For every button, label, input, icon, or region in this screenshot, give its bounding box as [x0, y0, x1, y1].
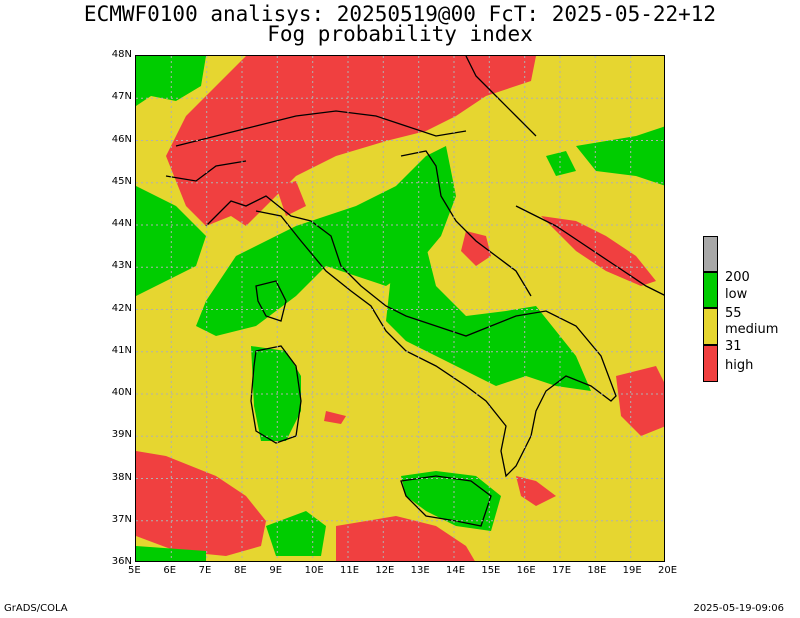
lon-tick-label: 15E: [481, 565, 501, 576]
legend-medium-swatch: [703, 308, 718, 345]
lat-tick-label: 42N: [111, 302, 132, 314]
lon-tick-label: 20E: [658, 565, 678, 576]
lat-tick-label: 48N: [111, 49, 132, 60]
lon-tick-label: 7E: [198, 565, 212, 576]
lat-tick-label: 40N: [111, 387, 132, 398]
lon-tick-label: 5E: [128, 565, 141, 576]
map-title: ECMWF0100 analisys: 20250519@00 FcT: 202…: [83, 2, 717, 26]
lon-tick-label: 16E: [516, 565, 536, 576]
lat-tick-label: 43N: [111, 260, 132, 272]
map-canvas: [136, 56, 664, 561]
lon-tick-label: 12E: [375, 565, 395, 576]
legend-value-55: 55: [725, 306, 742, 321]
lat-tick-label: 47N: [111, 91, 132, 103]
legend-low-swatch: [703, 272, 718, 308]
graticule: [136, 56, 664, 561]
legend-label-medium: medium: [725, 322, 779, 337]
lon-tick-label: 17E: [552, 565, 572, 576]
footer-credit: GrADS/COLA: [4, 603, 68, 614]
lat-tick-label: 36N: [111, 556, 132, 567]
lon-tick-label: 8E: [234, 565, 247, 576]
lon-tick-label: 13E: [410, 565, 430, 576]
legend-high-swatch: [703, 345, 718, 382]
lat-tick-label: 39N: [111, 429, 132, 441]
lon-tick-label: 10E: [304, 565, 324, 576]
lat-tick-label: 45N: [111, 175, 132, 187]
lon-tick-label: 19E: [622, 565, 642, 576]
map-subtitle: Fog probability index: [267, 22, 533, 46]
lon-tick-label: 14E: [446, 565, 466, 576]
legend-value-31: 31: [725, 339, 742, 354]
lat-tick-label: 37N: [111, 513, 132, 525]
legend-label-high: high: [725, 358, 754, 373]
legend-label-low: low: [725, 287, 748, 302]
lat-tick-label: 41N: [111, 344, 132, 356]
legend-missing-swatch: [703, 236, 718, 272]
footer-timestamp: 2025-05-19-09:06: [693, 603, 784, 614]
fog-probability-map: [135, 55, 665, 562]
lat-tick-label: 38N: [111, 471, 132, 483]
lon-tick-label: 9E: [269, 565, 283, 576]
lon-tick-label: 18E: [587, 565, 607, 576]
lat-tick-label: 44N: [111, 218, 132, 229]
legend-value-200: 200: [725, 270, 750, 285]
lon-tick-label: 11E: [340, 565, 360, 576]
lon-tick-label: 6E: [163, 565, 177, 576]
lat-tick-label: 46N: [111, 133, 132, 145]
